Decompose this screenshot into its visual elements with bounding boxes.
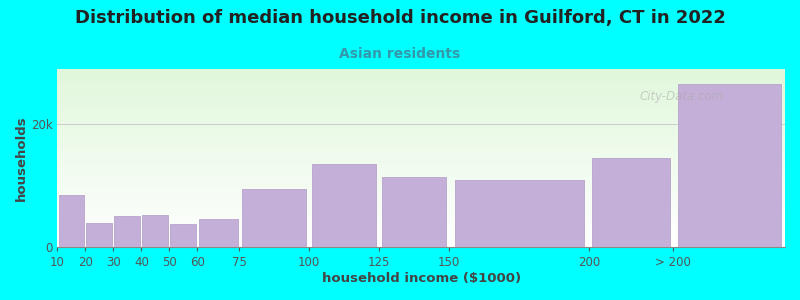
Text: Distribution of median household income in Guilford, CT in 2022: Distribution of median household income … xyxy=(74,9,726,27)
Bar xyxy=(58,195,84,247)
Bar xyxy=(242,189,306,247)
Bar xyxy=(114,217,140,247)
Text: City-Data.com: City-Data.com xyxy=(639,90,724,104)
Bar xyxy=(199,219,238,247)
Bar xyxy=(312,164,377,247)
X-axis label: household income ($1000): household income ($1000) xyxy=(322,272,521,285)
Bar xyxy=(142,215,168,247)
Bar xyxy=(454,180,583,247)
Bar xyxy=(86,223,112,247)
Y-axis label: households: households xyxy=(15,115,28,201)
Text: Asian residents: Asian residents xyxy=(339,46,461,61)
Bar xyxy=(382,176,446,247)
Bar xyxy=(170,224,196,247)
Bar xyxy=(678,84,781,247)
Bar xyxy=(593,158,670,247)
